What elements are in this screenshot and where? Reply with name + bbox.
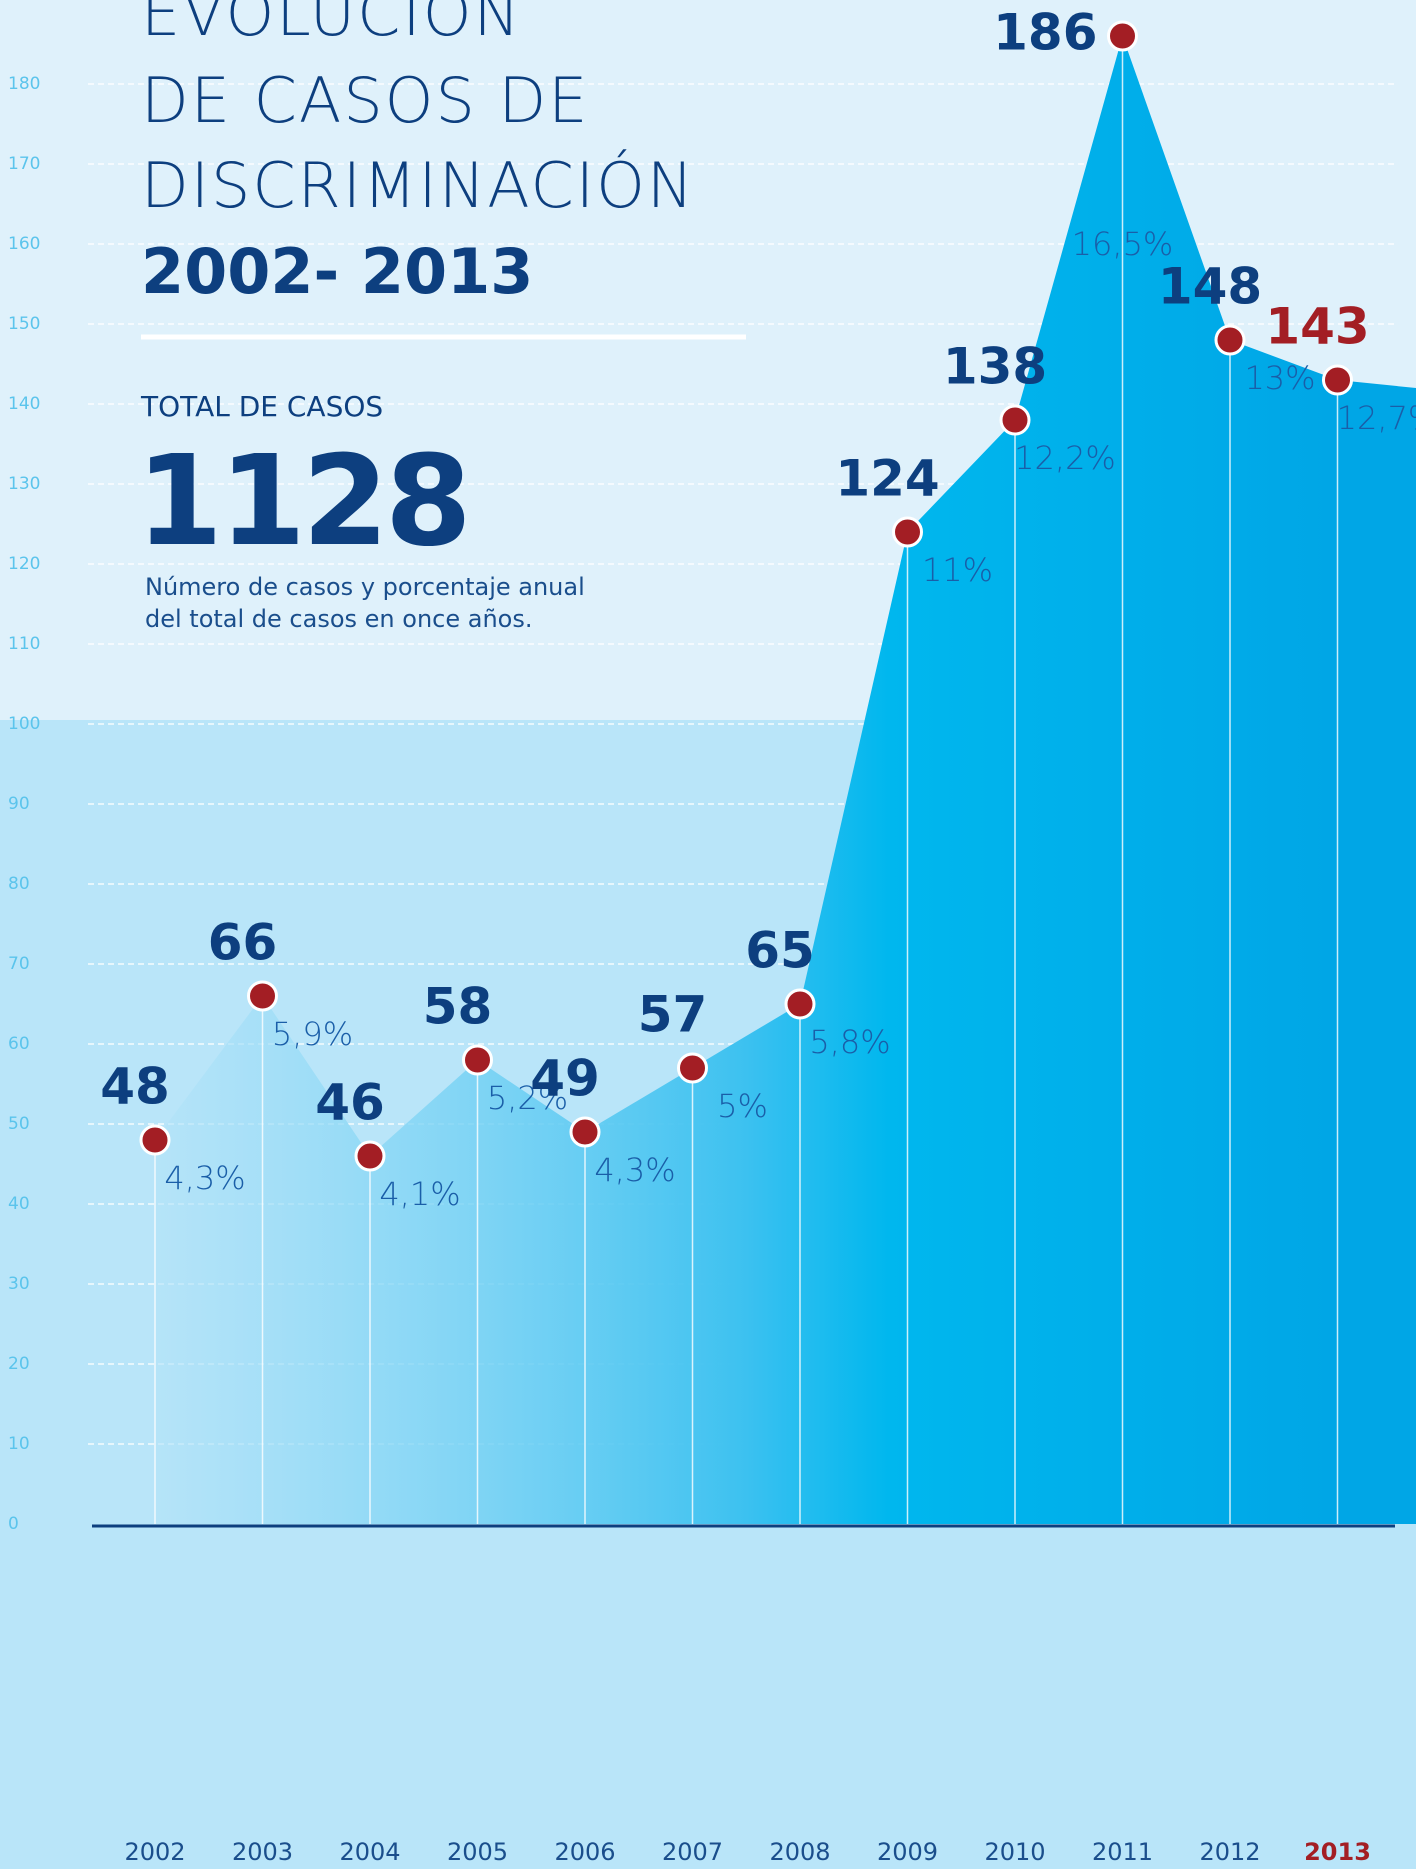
x-tick-label: 2005 — [447, 1838, 508, 1866]
x-tick-label: 2002 — [124, 1838, 185, 1866]
share-label: 5,9% — [272, 1015, 353, 1053]
marker — [784, 988, 816, 1020]
y-tick-label: 30 — [8, 1274, 30, 1294]
marker — [139, 1124, 171, 1156]
y-tick-label: 10 — [8, 1434, 30, 1454]
share-label: 11% — [922, 551, 993, 589]
x-tick-label: 2004 — [339, 1838, 400, 1866]
share-label: 5,2% — [487, 1079, 568, 1117]
value-label: 48 — [100, 1058, 170, 1116]
share-label: 4,3% — [594, 1151, 675, 1189]
share-label: 12,2% — [1014, 439, 1116, 477]
value-label: 148 — [1158, 258, 1262, 316]
y-tick-label: 180 — [8, 74, 40, 94]
area-tail — [1337, 380, 1416, 1524]
share-label: 12,7% — [1337, 399, 1416, 437]
share-label: 4,3% — [164, 1159, 245, 1197]
share-label: 4,1% — [379, 1175, 460, 1213]
y-tick-label: 20 — [8, 1354, 30, 1374]
value-label: 58 — [423, 978, 493, 1036]
share-label: 13% — [1244, 359, 1315, 397]
y-tick-label: 160 — [8, 234, 40, 254]
y-tick-label: 70 — [8, 954, 30, 974]
value-label: 49 — [530, 1050, 600, 1108]
value-label: 124 — [835, 450, 939, 508]
marker — [1107, 20, 1138, 52]
marker — [1322, 364, 1353, 396]
x-tick-label: 2007 — [662, 1838, 723, 1866]
x-tick-label: 2003 — [232, 1838, 293, 1866]
x-tick-label: 2012 — [1199, 1838, 1260, 1866]
marker — [1214, 324, 1246, 356]
y-tick-label: 90 — [8, 794, 30, 814]
x-tick-label: 2006 — [554, 1838, 615, 1866]
y-tick-label: 170 — [8, 154, 40, 174]
x-tick-label: 2008 — [769, 1838, 830, 1866]
y-tick-label: 140 — [8, 394, 40, 414]
value-label: 138 — [943, 338, 1047, 396]
value-label: 66 — [208, 914, 278, 972]
subtitle: TOTAL DE CASOS — [140, 390, 383, 423]
description: del total de casos en once años. — [145, 605, 532, 633]
value-label: 57 — [638, 986, 708, 1044]
x-tick-label: 2013 — [1304, 1838, 1371, 1866]
marker — [569, 1116, 601, 1148]
description: Número de casos y porcentaje anual — [145, 573, 585, 601]
marker — [892, 516, 923, 548]
title-line: EVOLUCIÓN — [141, 0, 522, 50]
y-tick-label: 100 — [8, 714, 40, 734]
marker — [999, 404, 1031, 436]
value-label: 46 — [315, 1074, 385, 1132]
y-tick-label: 0 — [8, 1514, 19, 1534]
area — [155, 36, 1338, 1524]
y-tick-label: 110 — [8, 634, 40, 654]
title-line: DISCRIMINACIÓN — [141, 149, 695, 222]
y-tick-label: 40 — [8, 1194, 30, 1214]
share-label: 5,8% — [809, 1023, 890, 1061]
y-tick-label: 60 — [8, 1034, 30, 1054]
title-years: 2002- 2013 — [141, 235, 533, 308]
y-tick-label: 120 — [8, 554, 40, 574]
marker — [462, 1044, 493, 1076]
value-label: 186 — [993, 4, 1097, 62]
y-tick-label: 130 — [8, 474, 40, 494]
x-tick-label: 2011 — [1092, 1838, 1153, 1866]
share-label: 5% — [717, 1087, 768, 1125]
y-tick-label: 50 — [8, 1114, 30, 1134]
marker — [247, 980, 278, 1012]
share-label: 16,5% — [1072, 225, 1174, 263]
marker — [354, 1140, 386, 1172]
value-label: 65 — [745, 922, 815, 980]
y-tick-label: 80 — [8, 874, 30, 894]
x-tick-label: 2010 — [984, 1838, 1045, 1866]
marker — [677, 1052, 708, 1084]
y-tick-label: 150 — [8, 314, 40, 334]
total: 1128 — [136, 429, 468, 574]
title-line: DE CASOS DE — [141, 64, 589, 137]
value-label: 143 — [1265, 298, 1369, 356]
x-tick-label: 2009 — [877, 1838, 938, 1866]
